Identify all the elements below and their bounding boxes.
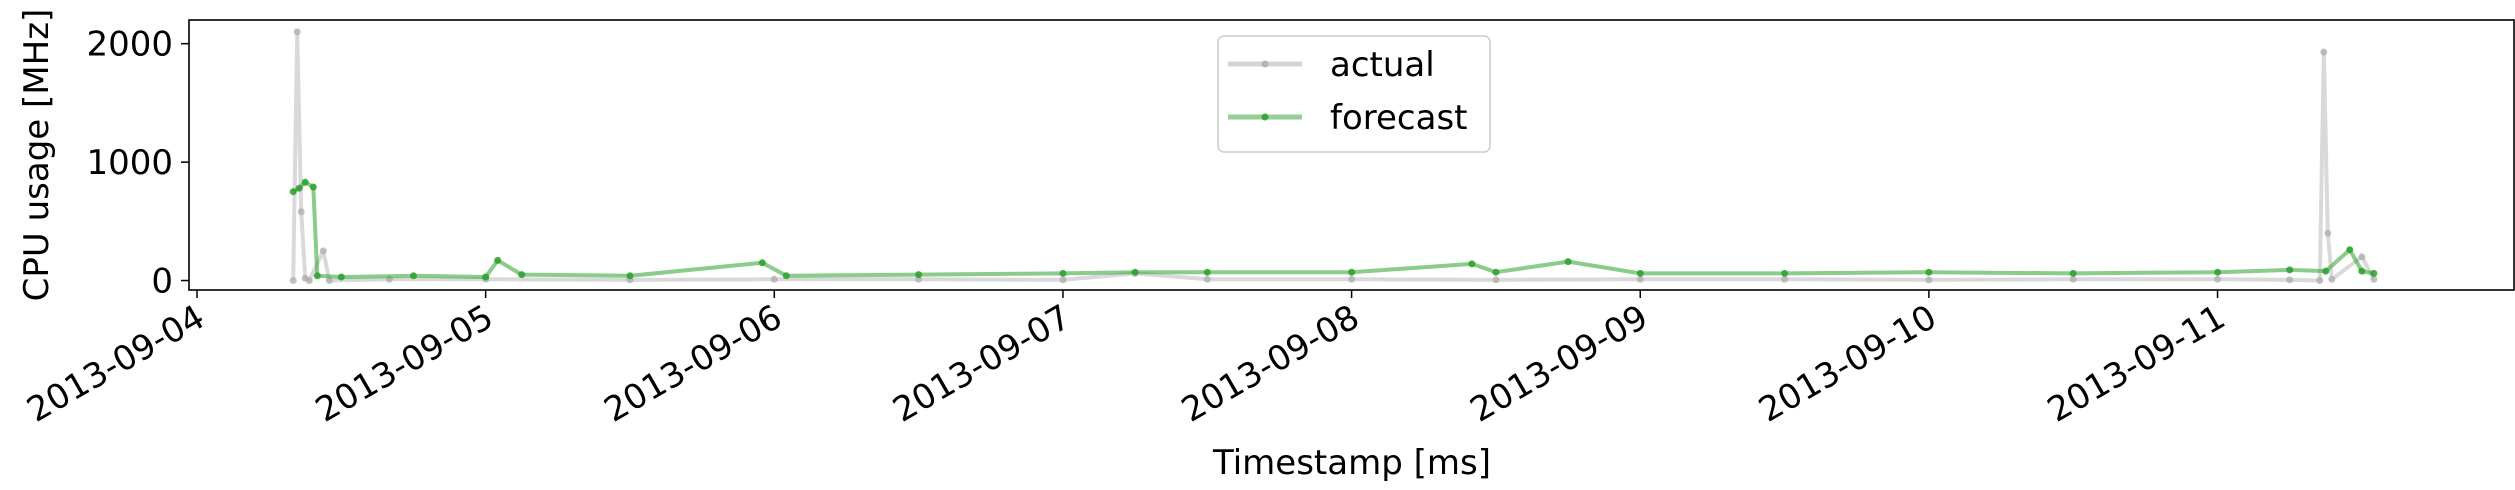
data-point-forecast — [410, 272, 417, 280]
legend: actual forecast — [1217, 35, 1491, 153]
data-point-forecast — [2370, 269, 2378, 277]
data-point-forecast — [1059, 269, 1067, 277]
data-point-actual — [1636, 275, 1644, 283]
data-point-forecast — [1131, 268, 1139, 276]
x-tick-label: 2013-09-10 — [1752, 297, 1943, 430]
data-point-forecast — [782, 272, 790, 280]
data-point-actual — [1492, 276, 1500, 284]
data-point-actual — [293, 28, 301, 36]
y-tick-label: 2000 — [86, 25, 173, 65]
data-point-actual — [770, 275, 778, 283]
data-point-actual — [1781, 275, 1789, 283]
data-point-forecast — [2358, 267, 2366, 275]
data-point-forecast — [758, 259, 766, 267]
data-point-forecast — [1468, 260, 1476, 268]
data-point-actual — [325, 277, 333, 284]
data-point-forecast — [337, 273, 345, 281]
x-tick-label: 2013-09-08 — [1175, 297, 1366, 430]
data-point-forecast — [301, 178, 309, 186]
data-point-actual — [297, 208, 305, 216]
data-point-actual — [305, 277, 313, 284]
data-point-actual — [2316, 277, 2324, 284]
data-point-actual — [1348, 275, 1356, 283]
series-layer — [289, 28, 2378, 284]
x-tick-label: 2013-09-11 — [2041, 297, 2232, 430]
data-point-forecast — [1925, 268, 1933, 276]
x-tick-label: 2013-09-04 — [20, 297, 211, 430]
data-point-forecast — [1348, 268, 1356, 276]
data-point-forecast — [313, 272, 321, 280]
y-tick-label: 1000 — [86, 143, 173, 183]
x-axis-label: Timestamp [ms] — [1212, 443, 1491, 483]
data-point-forecast — [289, 188, 297, 196]
data-point-forecast — [626, 272, 634, 280]
data-point-actual — [289, 277, 297, 284]
data-point-actual — [2324, 229, 2332, 237]
data-point-actual — [2069, 275, 2077, 283]
series-line-forecast — [292, 180, 2375, 279]
legend-dot-actual — [1261, 60, 1269, 68]
data-point-forecast — [494, 256, 502, 264]
data-point-forecast — [2322, 267, 2330, 275]
data-point-forecast — [482, 273, 490, 281]
y-tick-label: 0 — [151, 262, 173, 302]
data-point-forecast — [1203, 268, 1211, 276]
data-point-forecast — [2346, 246, 2354, 254]
data-point-forecast — [1636, 269, 1644, 277]
x-tick-label: 2013-09-05 — [309, 297, 500, 430]
data-point-forecast — [2286, 266, 2294, 274]
data-point-forecast — [1564, 258, 1572, 266]
data-point-actual — [319, 247, 327, 255]
legend-label-actual: actual — [1330, 45, 1435, 85]
data-point-forecast — [1492, 268, 1500, 276]
data-point-forecast — [2069, 269, 2077, 277]
legend-dot-forecast — [1261, 113, 1269, 121]
legend-label-forecast: forecast — [1330, 98, 1468, 138]
data-point-actual — [2370, 275, 2378, 283]
data-point-actual — [2328, 275, 2336, 283]
y-axis-label: CPU usage [MHz] — [17, 9, 57, 302]
data-point-actual — [2214, 275, 2222, 283]
data-point-forecast — [2214, 268, 2222, 276]
data-point-actual — [2320, 48, 2328, 56]
data-point-forecast — [518, 271, 526, 279]
data-point-forecast — [309, 183, 317, 191]
x-tick-label: 2013-09-09 — [1464, 297, 1655, 430]
data-point-actual — [1925, 276, 1933, 284]
data-point-actual — [1059, 276, 1067, 284]
y-axis: 0 1000 2000 — [86, 25, 189, 302]
data-point-forecast — [295, 184, 303, 192]
x-tick-label: 2013-09-07 — [886, 297, 1077, 430]
x-axis: 2013-09-04 2013-09-05 2013-09-06 2013-09-07… — [20, 290, 2232, 431]
data-point-forecast — [1781, 269, 1789, 277]
data-point-actual — [2358, 253, 2366, 261]
data-point-actual — [1203, 275, 1211, 283]
data-point-actual — [2286, 276, 2294, 284]
x-tick-label: 2013-09-06 — [598, 297, 789, 430]
data-point-forecast — [915, 271, 923, 279]
